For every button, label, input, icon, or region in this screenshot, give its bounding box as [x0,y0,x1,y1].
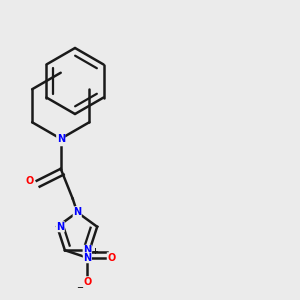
Text: O: O [107,253,116,263]
Text: N: N [57,134,65,144]
Text: +: + [92,247,98,256]
Text: O: O [25,176,33,186]
Text: −: − [76,283,83,292]
Text: N: N [73,207,81,217]
Text: O: O [83,277,92,287]
Text: N: N [56,222,64,232]
Text: N: N [83,253,92,263]
Text: N: N [83,245,91,255]
